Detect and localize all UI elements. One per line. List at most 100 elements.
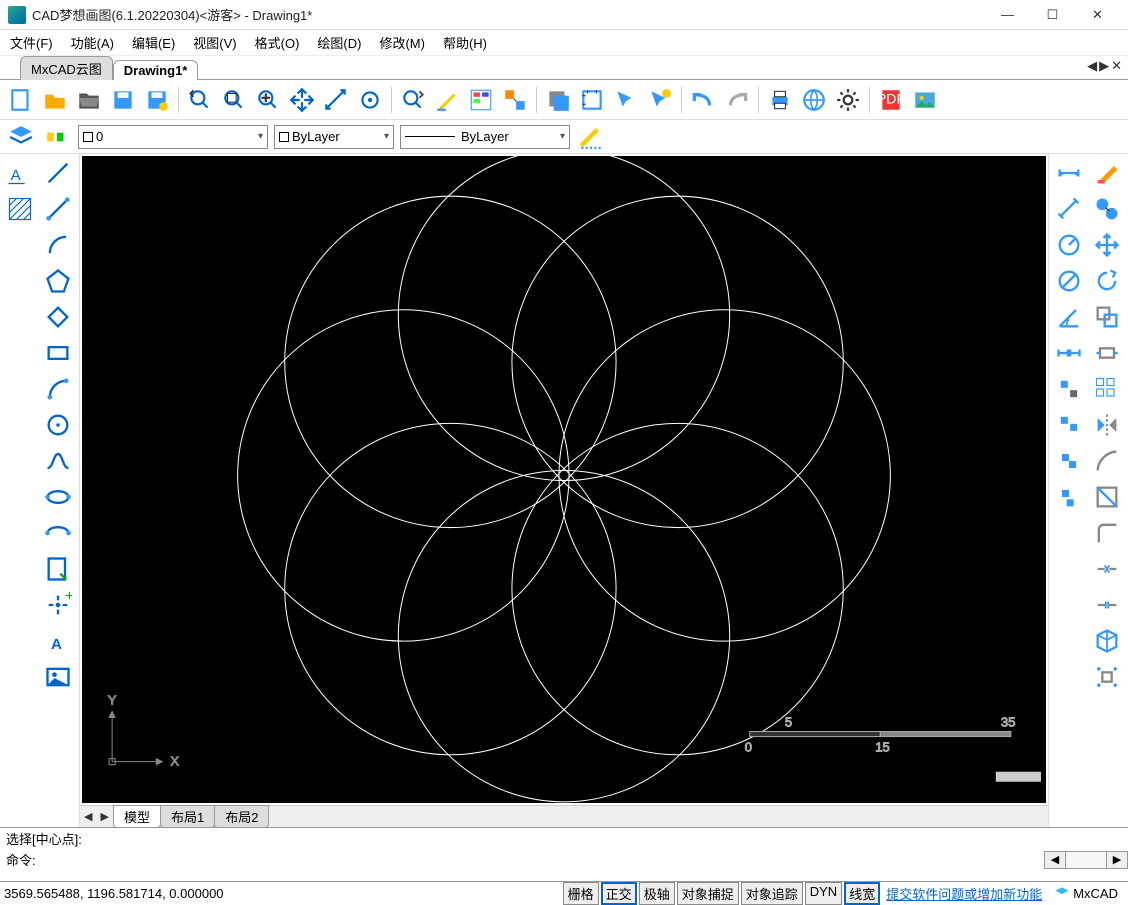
pdf-icon[interactable]: PDF [876,85,906,115]
measure-icon[interactable] [321,85,351,115]
menu-item[interactable]: 修改(M) [379,33,425,52]
zoom-realtime-icon[interactable] [398,85,428,115]
dim-baseline-icon[interactable] [1051,372,1087,406]
block-create-icon[interactable] [577,85,607,115]
status-对象追踪[interactable]: 对象追踪 [741,882,803,905]
status-正交[interactable]: 正交 [601,882,637,905]
minimize-button[interactable]: ― [985,1,1030,29]
dim-ordinate-icon[interactable] [1051,408,1087,442]
status-栅格[interactable]: 栅格 [563,882,599,905]
stretch-icon[interactable] [1089,336,1125,370]
line-icon[interactable] [40,156,76,190]
menu-item[interactable]: 文件(F) [10,33,53,52]
pan-icon[interactable] [287,85,317,115]
highlight-icon[interactable] [432,85,462,115]
tab-mxcad[interactable]: MxCAD云图 [20,56,113,80]
dim-radius-icon[interactable] [1051,228,1087,262]
settings-icon[interactable] [833,85,863,115]
dim-angular-icon[interactable] [1051,300,1087,334]
menu-item[interactable]: 格式(O) [255,33,300,52]
zoom-center-icon[interactable] [355,85,385,115]
menu-item[interactable]: 功能(A) [71,33,114,52]
block-insert-icon[interactable] [543,85,573,115]
join-icon[interactable] [1089,588,1125,622]
break-icon[interactable] [1089,552,1125,586]
dim-aligned-icon[interactable] [1051,192,1087,226]
image-icon[interactable] [910,85,940,115]
drawing-canvas[interactable]: YX535015 [82,156,1046,803]
erase-icon[interactable] [1089,156,1125,190]
lineweight-icon[interactable] [576,122,606,152]
zoom-prev-icon[interactable] [185,85,215,115]
zoom-extents-icon[interactable] [253,85,283,115]
copy-icon[interactable] [1089,192,1125,226]
leader-icon[interactable] [1051,444,1087,478]
save-icon[interactable] [108,85,138,115]
web-icon[interactable] [799,85,829,115]
array-icon[interactable] [1089,372,1125,406]
close-button[interactable]: ✕ [1075,1,1120,29]
menu-item[interactable]: 编辑(E) [132,33,175,52]
xline-icon[interactable] [40,192,76,226]
status-DYN[interactable]: DYN [805,882,842,905]
scale-icon[interactable] [1089,444,1125,478]
color-select[interactable]: ByLayer ▾ [274,125,394,149]
rectangle-icon[interactable] [40,336,76,370]
open-file-icon[interactable] [40,85,70,115]
rotate-icon[interactable] [1089,264,1125,298]
properties-icon[interactable] [466,85,496,115]
command-prompt[interactable]: 命令: [0,849,1044,870]
cmd-scroll-right[interactable]: ▶ [1106,851,1128,869]
tolerance-icon[interactable] [1051,480,1087,514]
3dview-icon[interactable] [1089,624,1125,658]
select-icon[interactable] [611,85,641,115]
status-极轴[interactable]: 极轴 [639,882,675,905]
redo-icon[interactable] [722,85,752,115]
mirror-icon[interactable] [1089,408,1125,442]
insert-block-icon[interactable] [40,552,76,586]
point-icon[interactable]: + [40,588,76,622]
layout-prev-icon[interactable]: ◀ [80,810,96,823]
tab-drawing1[interactable]: Drawing1* [113,60,199,80]
offset-icon[interactable] [1089,300,1125,334]
layer-state-icon[interactable] [42,122,72,152]
feedback-link[interactable]: 提交软件问题或增加新功能 [882,884,1046,903]
select-filter-icon[interactable] [645,85,675,115]
linetype-select[interactable]: ByLayer ▾ [400,125,570,149]
menu-item[interactable]: 绘图(D) [317,33,361,52]
match-prop-icon[interactable] [500,85,530,115]
circle-icon[interactable] [40,408,76,442]
move-icon[interactable] [1089,228,1125,262]
ellipse-arc-icon[interactable] [40,516,76,550]
save-as-icon[interactable] [142,85,172,115]
menu-item[interactable]: 帮助(H) [443,33,487,52]
layers-icon[interactable] [6,122,36,152]
explode-icon[interactable] [1089,660,1125,694]
undo-icon[interactable] [688,85,718,115]
menu-item[interactable]: 视图(V) [193,33,236,52]
status-对象捕捉[interactable]: 对象捕捉 [677,882,739,905]
ellipse-icon[interactable] [40,480,76,514]
maximize-button[interactable]: ☐ [1030,1,1075,29]
tab-prev-icon[interactable]: ◀ [1087,58,1097,74]
spline-icon[interactable] [40,444,76,478]
image-insert-icon[interactable] [40,660,76,694]
dim-diameter-icon[interactable] [1051,264,1087,298]
trim-icon[interactable] [1089,480,1125,514]
layout-tab-1[interactable]: 布局1 [160,805,215,828]
print-icon[interactable] [765,85,795,115]
cmd-scroll-left[interactable]: ◀ [1044,851,1066,869]
new-file-icon[interactable] [6,85,36,115]
polygon-icon[interactable] [40,264,76,298]
layout-tab-model[interactable]: 模型 [113,805,161,828]
text-style-icon[interactable]: A [2,156,38,190]
zoom-window-icon[interactable] [219,85,249,115]
dim-linear-icon[interactable] [1051,156,1087,190]
fillet-icon[interactable] [1089,516,1125,550]
tab-next-icon[interactable]: ▶ [1099,58,1109,74]
polygon2-icon[interactable] [40,300,76,334]
layout-next-icon[interactable]: ▶ [96,810,112,823]
arc3p-icon[interactable] [40,372,76,406]
arc-icon[interactable] [40,228,76,262]
text-icon[interactable]: A [40,624,76,658]
